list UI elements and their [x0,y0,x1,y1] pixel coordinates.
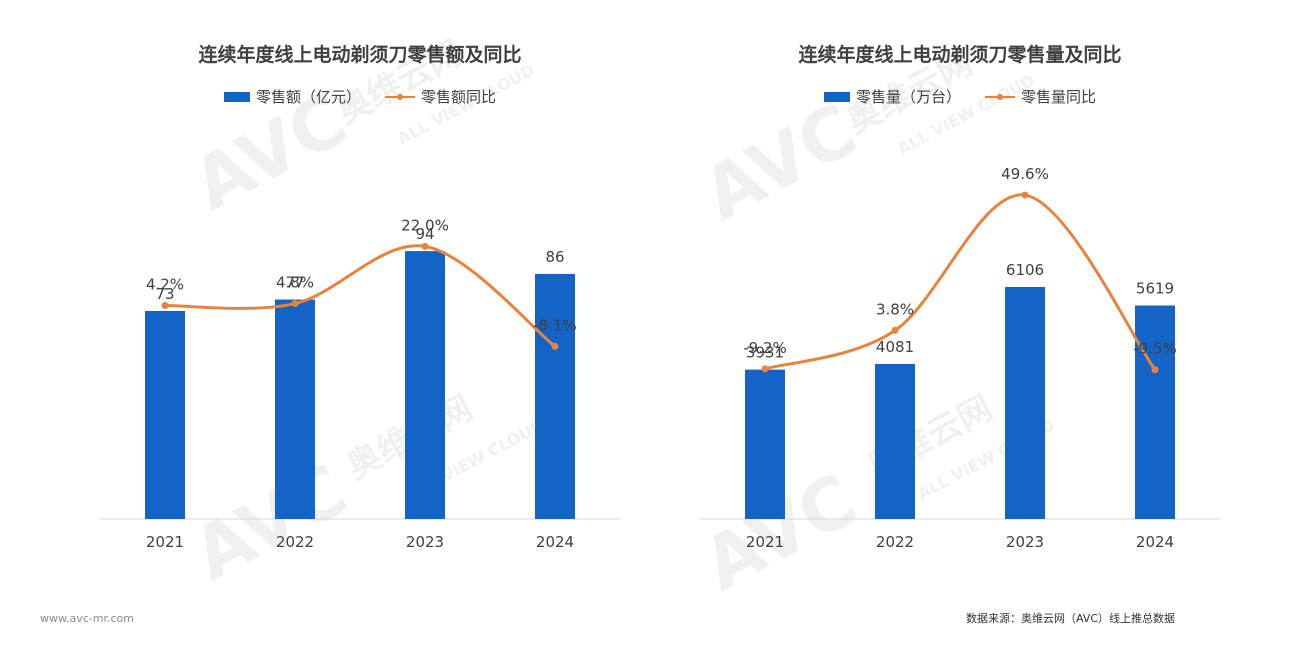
bar-2023 [405,251,445,519]
yoy-line [164,244,556,348]
yoy-point-2024 [1151,366,1159,374]
yoy-value-label: -9.2% [743,339,787,357]
yoy-line [764,193,1157,371]
bar-value-label: 3931 [746,344,784,362]
yoy-point-2021 [761,365,769,373]
bar-value-label: 94 [415,225,434,243]
chart-plot-area: 73 77 94 86 2021 2022 2023 2024 4.2% 4.8% 22.0% -8.… [100,216,620,551]
yoy-point-2023 [1021,191,1029,199]
bar-value-label: 5619 [1136,279,1174,297]
legend-line-label: 零售量同比 [1021,88,1097,106]
legend-line-label: 零售额同比 [421,88,497,106]
legend-bar-label: 零售量（万台） [855,88,961,106]
legend-bar-label: 零售额（亿元） [255,88,361,106]
yoy-point-2021 [161,302,169,310]
yoy-point-2022 [891,326,899,334]
bar-value-label: 6106 [1006,261,1044,279]
x-tick-label: 2024 [536,533,574,551]
legend-bar-swatch [223,91,250,102]
yoy-value-label: 4.8% [276,274,314,292]
x-tick-label: 2022 [876,533,914,551]
bar-2024 [1135,305,1175,519]
legend-bar-swatch [823,91,850,102]
footer-website: www.avc-mr.com [40,612,134,625]
bar-value-label: 77 [285,274,304,292]
x-tick-label: 2024 [1136,533,1174,551]
chart-legend: 零售额（亿元） 零售额同比 [80,86,640,107]
chart-title: 连续年度线上电动剃须刀零售额及同比 [198,44,522,66]
yoy-value-label: 3.8% [876,300,914,318]
yoy-value-label: 49.6% [1001,165,1049,183]
legend-item-line: 零售量同比 [985,86,1096,107]
yoy-value-label: -9.5% [1133,340,1177,358]
chart-legend: 零售量（万台） 零售量同比 [680,86,1240,107]
bar-value-label: 73 [155,285,174,303]
bar-2022 [875,363,915,519]
bar-2022 [275,299,315,519]
chart-title: 连续年度线上电动剃须刀零售量及同比 [798,44,1122,66]
x-tick-label: 2023 [406,533,444,551]
legend-item-bar: 零售额（亿元） [223,86,361,107]
legend-line-swatch [985,92,1015,102]
bar-2023 [1005,286,1045,519]
bar-value-label: 4081 [876,338,914,356]
footer-source: 数据来源：奥维云网（AVC）线上推总数据 [965,612,1175,625]
yoy-value-label: 22.0% [401,216,449,234]
yoy-point-2024 [551,342,559,350]
legend-item-bar: 零售量（万台） [823,86,961,107]
x-tick-label: 2022 [276,533,314,551]
x-tick-label: 2023 [1006,533,1044,551]
bar-2024 [535,273,575,519]
bar-2021 [145,310,185,519]
bar-2021 [745,369,785,519]
legend-item-line: 零售额同比 [385,86,496,107]
chart-panel-retail-value: 连续年度线上电动剃须刀零售额及同比 零售额（亿元） 零售额同比 73 77 94 86… [80,0,640,600]
chart-plot-area: 3931 4081 6106 5619 2021 2022 2023 2024 -9.2% 3.8… [700,165,1220,551]
x-tick-label: 2021 [746,533,784,551]
yoy-point-2023 [421,242,429,250]
yoy-value-label: 4.2% [146,276,184,294]
yoy-value-label: -8.1% [533,316,577,334]
yoy-point-2022 [291,300,299,308]
x-tick-label: 2021 [146,533,184,551]
bar-value-label: 86 [545,248,564,266]
chart-panel-retail-volume: 连续年度线上电动剃须刀零售量及同比 零售量（万台） 零售量同比 3931 4081… [680,0,1240,600]
legend-line-swatch [385,92,415,102]
